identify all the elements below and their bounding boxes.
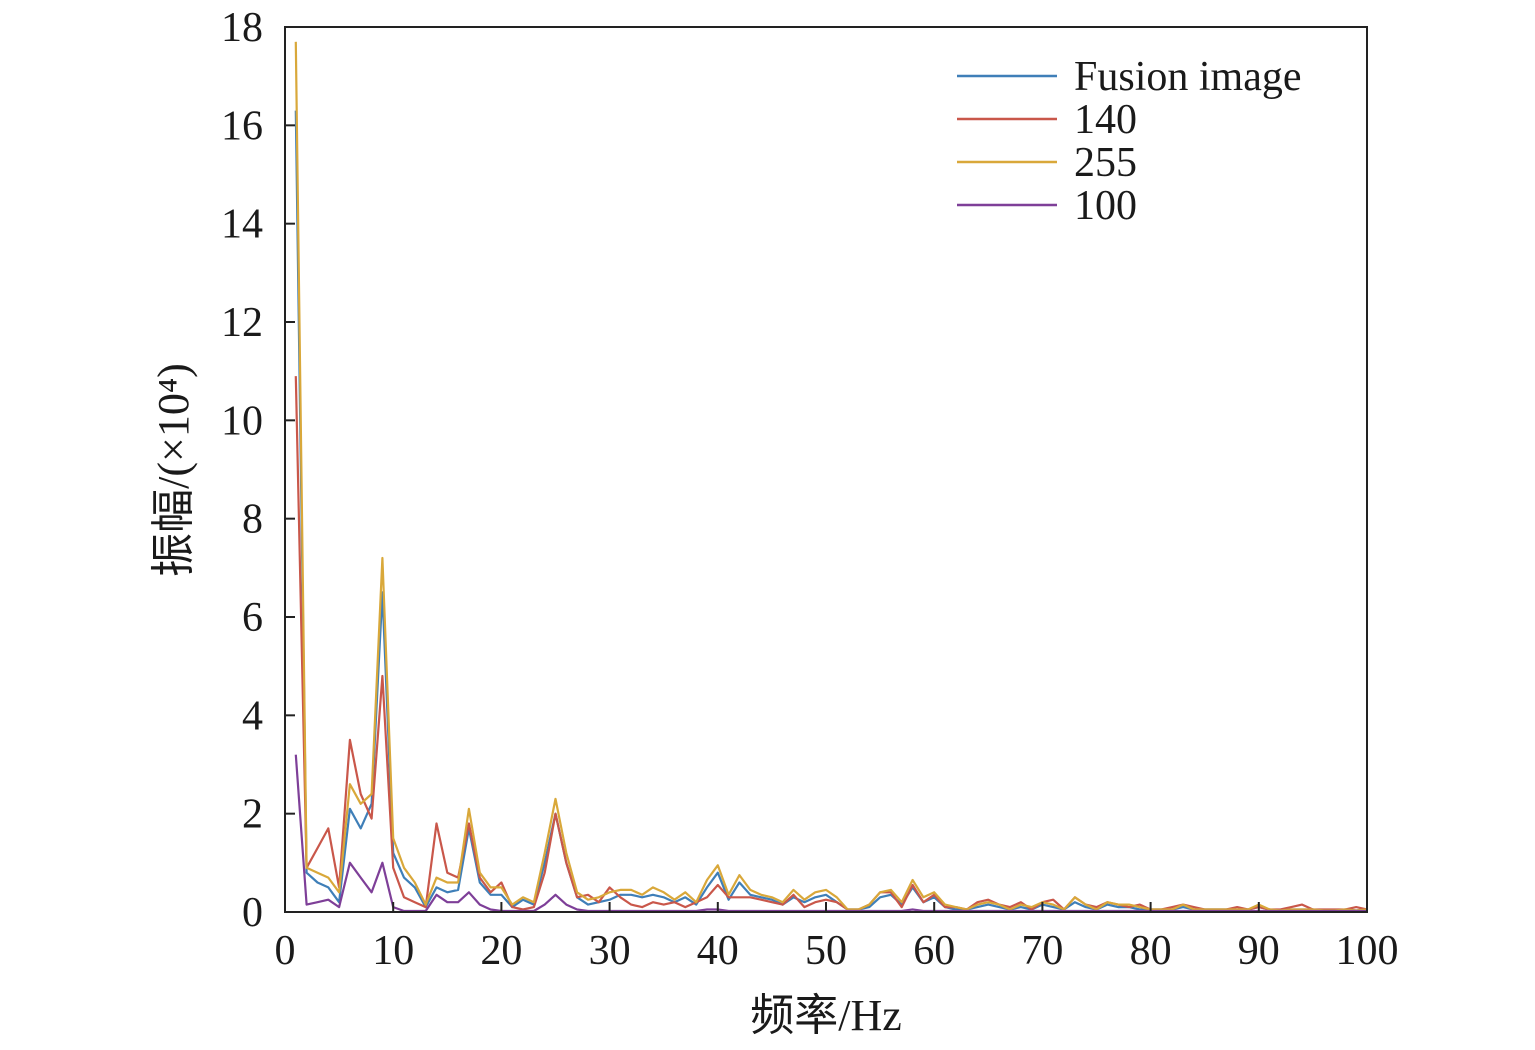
y-tick-label: 18 xyxy=(221,5,263,51)
x-axis-label: 频率/Hz xyxy=(750,991,902,1040)
x-tick-label: 60 xyxy=(913,928,955,974)
plot-area-frame xyxy=(284,26,1368,913)
series-layer xyxy=(294,41,1368,913)
x-tick-label: 50 xyxy=(805,928,847,974)
legend-label: 100 xyxy=(1074,183,1137,229)
series-line-0 xyxy=(294,110,1368,912)
legend-label: Fusion image xyxy=(1074,54,1302,100)
y-axis-label: 振幅/(×10⁴) xyxy=(149,363,198,577)
x-tick-label: 0 xyxy=(275,928,296,974)
y-axis: 0 2 4 6 8 10 12 14 16 18 xyxy=(221,5,295,936)
x-tick-label: 80 xyxy=(1130,928,1172,974)
x-tick-label: 40 xyxy=(697,928,739,974)
x-axis: 0 10 20 30 40 50 60 70 80 90 100 xyxy=(275,902,1399,974)
y-tick-label: 16 xyxy=(221,103,263,149)
y-tick-label: 8 xyxy=(242,497,263,543)
x-tick-label: 20 xyxy=(480,928,522,974)
series-line-1 xyxy=(294,376,1368,911)
y-tick-label: 4 xyxy=(242,693,263,739)
x-tick-label: 100 xyxy=(1336,928,1399,974)
y-tick-label: 6 xyxy=(242,595,263,641)
x-tick-label: 30 xyxy=(589,928,631,974)
series-line-2 xyxy=(294,41,1368,912)
y-tick-label: 14 xyxy=(221,202,263,248)
series-line-3 xyxy=(294,754,1367,913)
legend-label: 140 xyxy=(1074,97,1137,143)
x-tick-label: 90 xyxy=(1238,928,1280,974)
x-tick-label: 10 xyxy=(372,928,414,974)
y-tick-label: 12 xyxy=(221,300,263,346)
x-tick-label: 70 xyxy=(1021,928,1063,974)
legend-label: 255 xyxy=(1074,140,1137,186)
y-tick-label: 0 xyxy=(242,890,263,936)
y-tick-label: 10 xyxy=(221,398,263,444)
y-tick-label: 2 xyxy=(242,792,263,838)
